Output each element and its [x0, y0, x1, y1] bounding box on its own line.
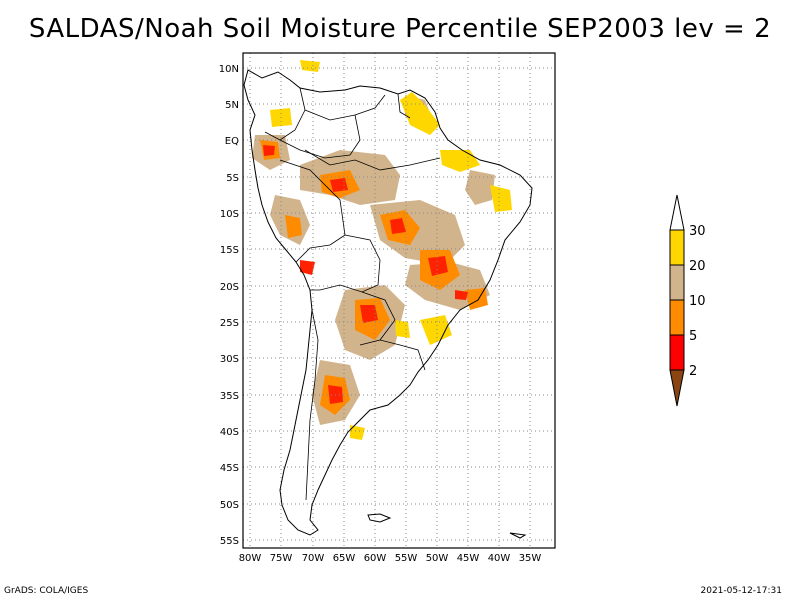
lon-label: 75W: [270, 553, 293, 564]
lon-label: 55W: [395, 553, 418, 564]
legend-5-10: [669, 299, 685, 336]
data-layer: [252, 60, 512, 440]
lat-label: 50S: [220, 500, 239, 511]
legend-label: 30: [689, 224, 706, 239]
yellow-regions: [270, 60, 512, 440]
lat-label: 40S: [220, 427, 239, 438]
lat-label: 5N: [225, 100, 239, 111]
lat-label: 55S: [220, 536, 239, 547]
legend-label: 20: [689, 259, 706, 274]
legend-10-20: [669, 264, 685, 301]
legend-label: 5: [689, 329, 697, 344]
lat-label: 35S: [220, 391, 239, 402]
legend-label: 2: [689, 364, 697, 379]
lat-label: 5S: [226, 173, 239, 184]
legend-20-30: [669, 229, 685, 266]
lat-label: EQ: [225, 136, 239, 147]
lat-label: 45S: [220, 463, 239, 474]
lat-labels: 10N 5N EQ 5S 10S 15S 20S 25S 30S 35S 40S…: [219, 64, 239, 547]
lat-label: 30S: [220, 354, 239, 365]
lon-label: 35W: [519, 553, 542, 564]
legend-label: 10: [689, 294, 706, 309]
lon-labels: 80W 75W 70W 65W 60W 55W 50W 45W 40W 35W: [239, 553, 542, 564]
lon-label: 45W: [457, 553, 480, 564]
lat-label: 25S: [220, 318, 239, 329]
lon-label: 80W: [239, 553, 262, 564]
footer-timestamp: 2021-05-12-17:31: [700, 586, 783, 596]
lat-label: 10S: [220, 209, 239, 220]
red-regions: [263, 145, 468, 404]
legend-labels: 30 20 10 5 2: [689, 224, 706, 379]
country-borders: [264, 87, 441, 501]
lon-label: 60W: [364, 553, 387, 564]
lon-label: 40W: [488, 553, 511, 564]
color-bar-legend: [669, 194, 685, 407]
lon-label: 65W: [333, 553, 356, 564]
legend-above-30: [669, 194, 685, 231]
legend-below-2: [669, 369, 685, 407]
lat-label: 10N: [219, 64, 239, 75]
lon-label: 50W: [426, 553, 449, 564]
map-title: SALDAS/Noah Soil Moisture Percentile SEP…: [28, 14, 772, 44]
lat-label: 15S: [220, 245, 239, 256]
lat-label: 20S: [220, 282, 239, 293]
grid: [243, 53, 555, 548]
legend-2-5: [669, 334, 685, 371]
footer-credit: GrADS: COLA/IGES: [4, 586, 89, 596]
plot-frame: [242, 52, 556, 549]
lon-label: 70W: [302, 553, 325, 564]
